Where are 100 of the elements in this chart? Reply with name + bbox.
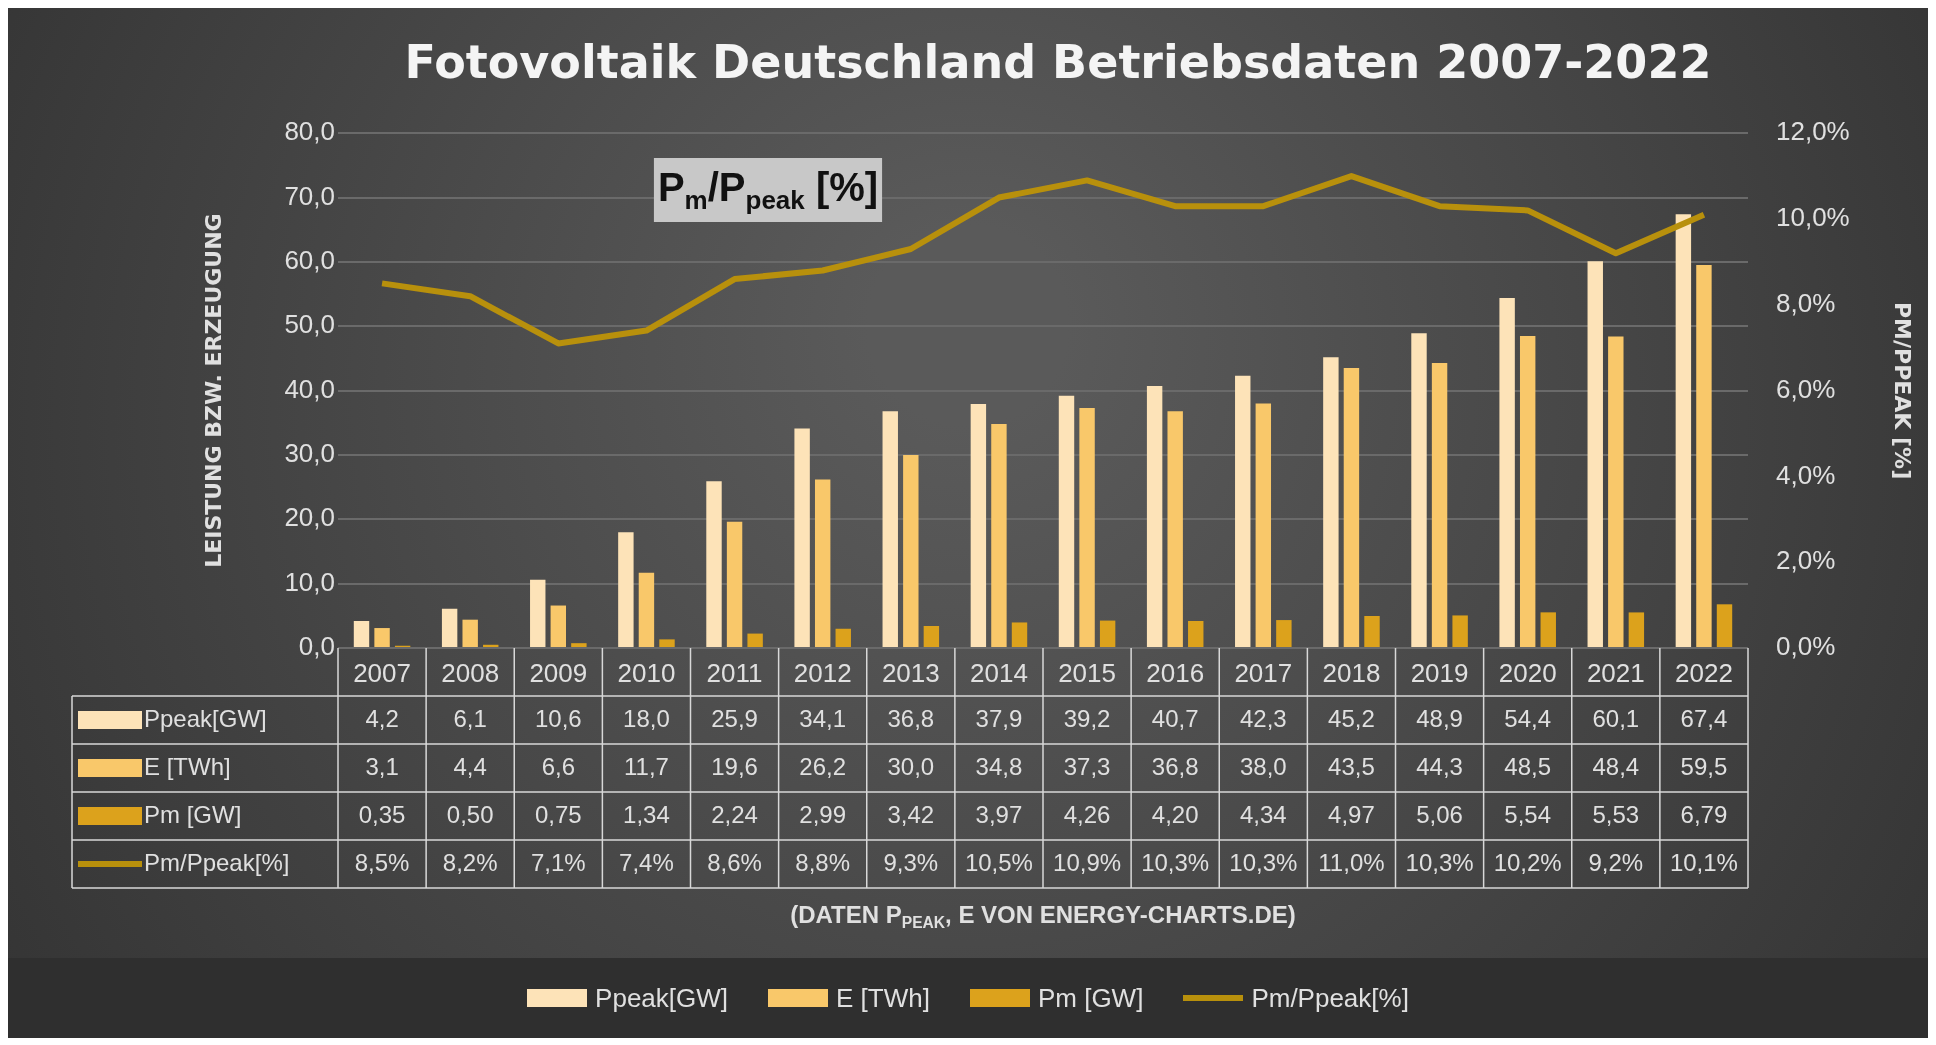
x-tick-label: 2018 [1322, 657, 1381, 688]
x-tick-label: 2021 [1586, 657, 1645, 688]
y-tick-label: 70,0 [284, 180, 335, 211]
bar [374, 628, 390, 647]
bar [726, 521, 743, 647]
y2-tick-label: 12,0% [1776, 116, 1850, 147]
data-label: 8,5% [354, 848, 410, 876]
data-label: 7,1% [530, 848, 586, 876]
bar [706, 481, 722, 647]
data-label: 4,2 [365, 704, 399, 732]
bar [1628, 612, 1645, 647]
data-label: 4,34 [1239, 800, 1287, 828]
data-label: 42,3 [1239, 704, 1287, 732]
y-tick-label: 30,0 [284, 438, 335, 469]
data-label: 54,4 [1504, 704, 1552, 732]
y2-tick-label: 0,0% [1776, 631, 1836, 662]
bar [1167, 411, 1183, 647]
x-tick-label: 2013 [881, 657, 940, 688]
bar [1099, 620, 1116, 647]
data-label: 45,2 [1328, 704, 1375, 732]
bar [462, 619, 478, 647]
bar [571, 643, 587, 647]
data-label: 2,24 [711, 800, 758, 828]
y2-axis-title: PM/PPEAK [%] [1890, 301, 1916, 480]
data-label: 10,2% [1493, 848, 1562, 876]
bar [1540, 612, 1556, 647]
data-label: 8,8% [795, 848, 851, 876]
text: Ppeak[GW] [595, 982, 729, 1013]
x-tick-label: 2009 [529, 657, 588, 688]
data-label: 34,8 [975, 752, 1023, 780]
text: E [TWh] [836, 982, 930, 1013]
bar [882, 411, 898, 647]
data-label: 60,1 [1592, 704, 1640, 732]
bar [1411, 333, 1427, 647]
bar [923, 625, 940, 647]
x-tick-label: 2020 [1498, 657, 1557, 688]
x-tick-label: 2014 [970, 657, 1028, 688]
x-tick-label: 2016 [1146, 657, 1205, 688]
data-label: 10,1% [1669, 848, 1738, 876]
x-tick-label: 2011 [706, 657, 763, 688]
y2-tick-label: 6,0% [1776, 373, 1836, 404]
data-label: 67,4 [1680, 704, 1728, 732]
bar [1431, 362, 1448, 647]
data-label: 48,9 [1416, 704, 1463, 732]
y-axis-title: LEISTUNG BZW. ERZEUGUNG [200, 213, 226, 568]
x-tick-label: 2015 [1058, 657, 1116, 688]
data-label: 10,3% [1141, 848, 1210, 876]
bar [747, 633, 763, 647]
data-label: 0,35 [358, 800, 406, 828]
y-tick-label: 60,0 [284, 245, 335, 276]
bar [550, 605, 567, 647]
bar [903, 454, 919, 647]
bar [970, 404, 987, 647]
y-tick-label: 50,0 [284, 309, 335, 340]
data-label: 0,50 [446, 800, 494, 828]
x-tick-label: 2007 [353, 657, 411, 688]
data-label: 2,99 [799, 800, 847, 828]
data-label: 25,9 [711, 704, 758, 732]
data-label: 10,5% [964, 848, 1033, 876]
data-label: 4,20 [1151, 800, 1199, 828]
data-label: 3,97 [975, 800, 1023, 828]
bar [794, 428, 810, 647]
bar [991, 424, 1007, 647]
bar [1716, 604, 1733, 647]
data-label: 8,2% [442, 848, 498, 876]
bar [1587, 261, 1603, 647]
bar [659, 639, 675, 647]
text: Pm/Ppeak[%] [1251, 982, 1409, 1013]
data-label: 43,5 [1328, 752, 1375, 780]
bar [1675, 214, 1692, 647]
bar [353, 620, 370, 647]
data-label: 1,34 [623, 800, 670, 828]
chart-title: Fotovoltaik Deutschland Betriebsdaten 2007-2022 [404, 34, 1712, 89]
data-label: 48,5 [1504, 752, 1552, 780]
bar [638, 572, 655, 647]
data-label: 40,7 [1151, 704, 1199, 732]
bar [1079, 407, 1095, 647]
data-label: 3,42 [887, 800, 935, 828]
bar [1235, 375, 1251, 647]
bar [1058, 395, 1075, 647]
bar [1364, 616, 1380, 647]
data-label: 4,97 [1328, 800, 1375, 828]
data-label: 10,3% [1229, 848, 1298, 876]
data-label: 44,3 [1416, 752, 1463, 780]
bar [1146, 386, 1163, 647]
data-label: 19,6 [711, 752, 758, 780]
data-label: 7,4% [619, 848, 674, 876]
data-label: 26,2 [799, 752, 847, 780]
legend-label: E [TWh] [144, 752, 231, 780]
bar [618, 532, 634, 647]
data-label: 30,0 [887, 752, 935, 780]
legend-label: Ppeak[GW] [144, 704, 267, 732]
data-label: 6,79 [1680, 800, 1728, 828]
bar [1255, 403, 1272, 647]
data-label: 5,53 [1592, 800, 1640, 828]
data-label: 0,75 [534, 800, 582, 828]
data-label: 11,7 [623, 752, 669, 780]
y2-tick-label: 2,0% [1776, 545, 1836, 576]
y2-tick-label: 8,0% [1776, 287, 1836, 318]
bar [1452, 615, 1468, 647]
